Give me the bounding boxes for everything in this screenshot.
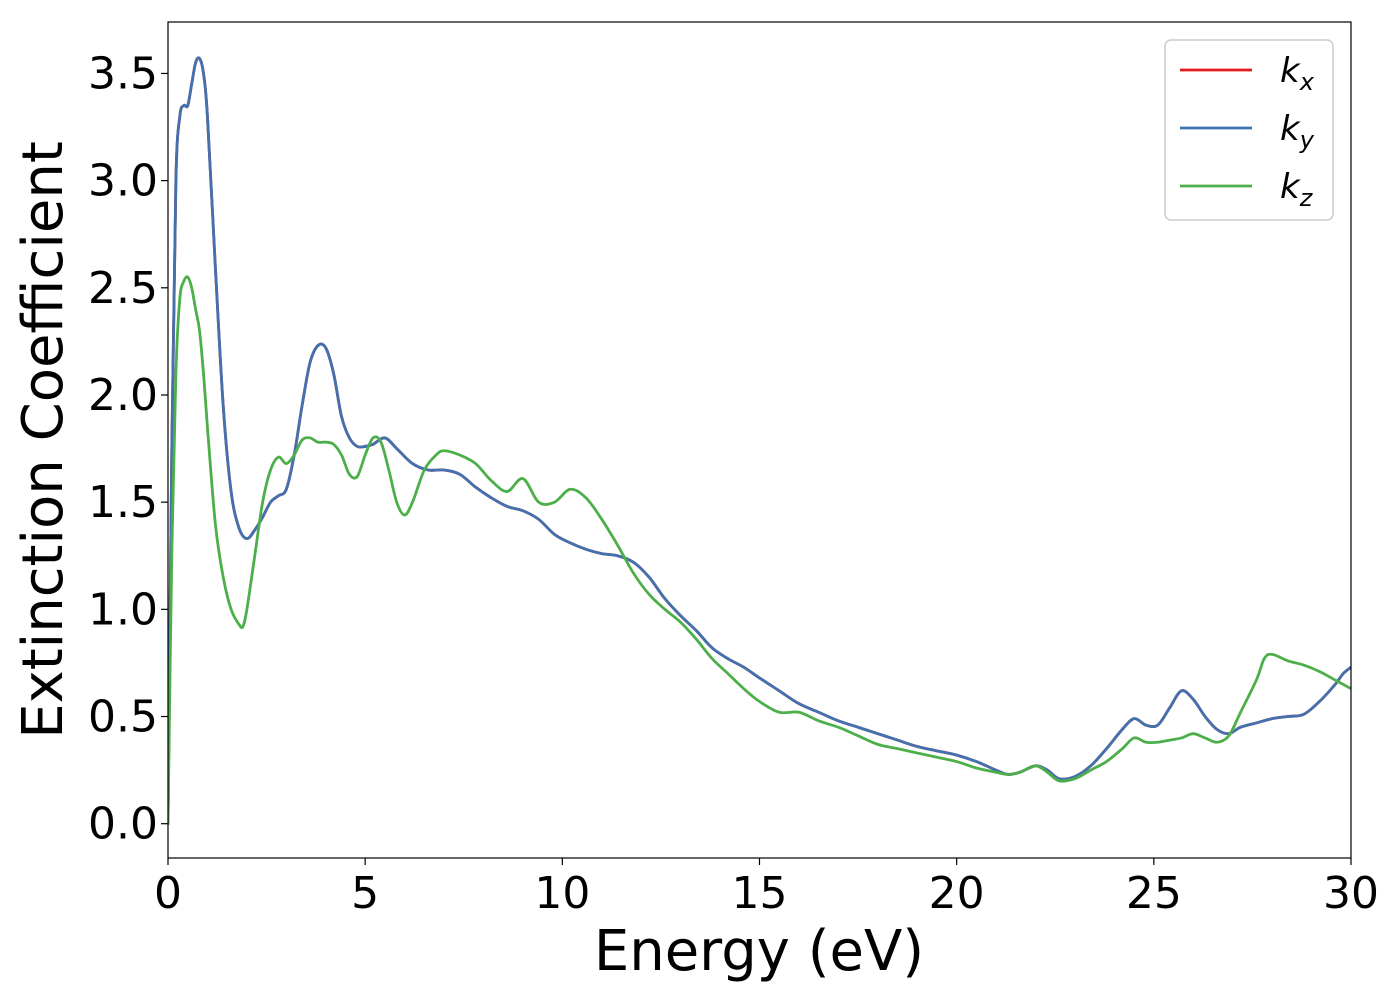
series-line-k-z [168, 275, 1351, 826]
x-axis-label: Energy (eV) [594, 919, 924, 984]
x-tick-label: 25 [1126, 868, 1182, 919]
legend-label-k-y: ky [1280, 109, 1315, 154]
series-line-k-y [168, 56, 1351, 826]
legend-box [1164, 39, 1334, 221]
y-tick-label: 2.5 [88, 263, 158, 314]
x-tick-label: 10 [534, 868, 590, 919]
y-axis-ticks: 0.0 0.5 1.0 1.5 2.0 2.5 3.0 3.5 [88, 48, 168, 850]
x-tick-label: 20 [929, 868, 985, 919]
legend-label-k-x: kx [1280, 51, 1315, 96]
y-tick-label: 3.5 [88, 48, 158, 99]
x-tick-label: 5 [351, 868, 379, 919]
x-axis-ticks: 0 5 10 15 20 25 30 [154, 858, 1379, 919]
y-tick-label: 1.0 [88, 584, 158, 635]
y-tick-label: 1.5 [88, 477, 158, 528]
y-tick-label: 3.0 [88, 156, 158, 207]
legend: kx ky kz [1164, 39, 1334, 221]
legend-entries: kx ky kz [1180, 51, 1315, 212]
y-tick-label: 2.0 [88, 370, 158, 421]
x-tick-label: 15 [732, 868, 788, 919]
y-axis-label: Extinction Coefficient [11, 141, 76, 739]
y-tick-label: 0.0 [88, 799, 158, 850]
x-tick-label: 0 [154, 868, 182, 919]
legend-label-k-z: kz [1280, 167, 1314, 212]
y-tick-label: 0.5 [88, 692, 158, 743]
series-layer [168, 56, 1351, 826]
x-tick-label: 30 [1323, 868, 1379, 919]
